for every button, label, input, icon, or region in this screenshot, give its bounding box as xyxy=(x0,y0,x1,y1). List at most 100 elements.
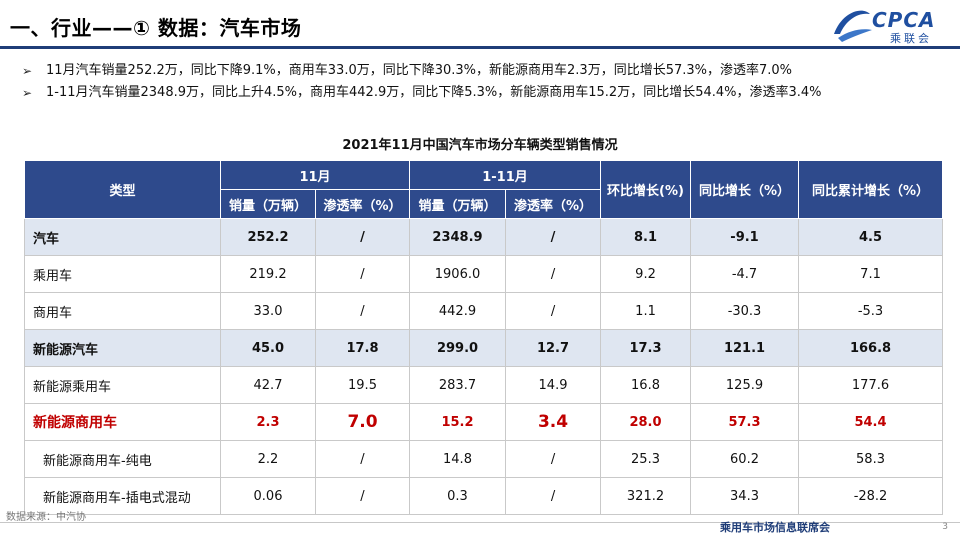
data-source-note: 数据来源：中汽协 xyxy=(6,512,86,523)
header-ytd-penetration: 渗透率（%） xyxy=(504,189,602,219)
cell-nov-sales: 33.0 xyxy=(220,292,316,330)
cell-mom: 8.1 xyxy=(600,218,692,256)
cell-yoy-cum: 166.8 xyxy=(798,329,944,367)
sales-table: 类型 11月 1-11月 环比增长(%) 同比增长（%） 同比累计增长（%） 销… xyxy=(24,160,944,515)
cell-ytd-penetration: / xyxy=(504,440,602,478)
header-mom: 环比增长(%) xyxy=(600,160,692,219)
cell-mom: 9.2 xyxy=(600,255,692,293)
cell-ytd-penetration: / xyxy=(504,255,602,293)
cell-ytd-penetration: / xyxy=(504,292,602,330)
cell-nov-penetration: / xyxy=(315,440,410,478)
header-ytd-sales: 销量（万辆） xyxy=(409,189,506,219)
row-type: 新能源商用车-插电式混动 xyxy=(24,477,221,515)
cell-ytd-sales: 1906.0 xyxy=(409,255,506,293)
cell-yoy: -30.3 xyxy=(690,292,800,330)
logo-swoosh-icon xyxy=(834,10,872,42)
cell-nov-penetration: 7.0 xyxy=(315,403,410,441)
bullet-text: 1-11月汽车销量2348.9万，同比上升4.5%，商用车442.9万，同比下降… xyxy=(46,85,822,100)
page-title: 一、行业——① 数据：汽车市场 xyxy=(10,16,302,40)
header-group-nov: 11月 xyxy=(220,160,410,190)
cell-mom: 17.3 xyxy=(600,329,692,367)
header-yoy-cum: 同比累计增长（%） xyxy=(798,160,944,219)
row-type: 新能源乘用车 xyxy=(24,366,221,404)
cell-yoy: -9.1 xyxy=(690,218,800,256)
row-type: 乘用车 xyxy=(24,255,221,293)
table-row: 汽车 252.2 / 2348.9 / 8.1 -9.1 4.5 xyxy=(24,218,944,256)
cell-ytd-sales: 14.8 xyxy=(409,440,506,478)
header-nov-sales: 销量（万辆） xyxy=(220,189,316,219)
summary-bullets: ➢ 11月汽车销量252.2万，同比下降9.1%，商用车33.0万，同比下降30… xyxy=(22,60,942,104)
table-title: 2021年11月中国汽车市场分车辆类型销售情况 xyxy=(342,138,618,153)
cell-mom: 321.2 xyxy=(600,477,692,515)
cell-yoy: -4.7 xyxy=(690,255,800,293)
cell-mom: 1.1 xyxy=(600,292,692,330)
header-nov-penetration: 渗透率（%） xyxy=(315,189,410,219)
cell-yoy-cum: 58.3 xyxy=(798,440,944,478)
cell-nov-penetration: 19.5 xyxy=(315,366,410,404)
cell-yoy: 121.1 xyxy=(690,329,800,367)
table-row: 乘用车 219.2 / 1906.0 / 9.2 -4.7 7.1 xyxy=(24,255,944,293)
cell-nov-penetration: / xyxy=(315,218,410,256)
cell-ytd-sales: 299.0 xyxy=(409,329,506,367)
header-yoy: 同比增长（%） xyxy=(690,160,800,219)
table-row: 新能源乘用车 42.7 19.5 283.7 14.9 16.8 125.9 1… xyxy=(24,366,944,404)
cell-ytd-penetration: / xyxy=(504,218,602,256)
header-group-ytd: 1-11月 xyxy=(408,160,602,190)
cell-ytd-penetration: / xyxy=(504,477,602,515)
arrow-bullet-icon: ➢ xyxy=(22,86,33,100)
footer-organization: 乘用车市场信息联席会 xyxy=(720,521,830,534)
cell-nov-sales: 219.2 xyxy=(220,255,316,293)
bullet-item: ➢ 11月汽车销量252.2万，同比下降9.1%，商用车33.0万，同比下降30… xyxy=(22,60,942,82)
cell-yoy-cum: -28.2 xyxy=(798,477,944,515)
footer-divider xyxy=(0,522,960,523)
cell-nov-sales: 252.2 xyxy=(220,218,316,256)
table-row: 新能源商用车-插电式混动 0.06 / 0.3 / 321.2 34.3 -28… xyxy=(24,477,944,515)
cell-nov-sales: 0.06 xyxy=(220,477,316,515)
cell-nov-sales: 42.7 xyxy=(220,366,316,404)
cell-yoy: 57.3 xyxy=(690,403,800,441)
logo-chinese-name: 乘联会 xyxy=(890,32,932,45)
cell-yoy: 34.3 xyxy=(690,477,800,515)
cell-yoy-cum: 7.1 xyxy=(798,255,944,293)
cell-ytd-penetration: 3.4 xyxy=(504,403,602,441)
cell-mom: 25.3 xyxy=(600,440,692,478)
cell-nov-penetration: 17.8 xyxy=(315,329,410,367)
cell-ytd-penetration: 12.7 xyxy=(504,329,602,367)
table-row: 新能源商用车 2.3 7.0 15.2 3.4 28.0 57.3 54.4 xyxy=(24,403,944,441)
arrow-bullet-icon: ➢ xyxy=(22,64,33,78)
cell-ytd-sales: 442.9 xyxy=(409,292,506,330)
cpca-logo: CPCA 乘联会 xyxy=(828,4,948,46)
row-type: 汽车 xyxy=(24,218,221,256)
table-row: 商用车 33.0 / 442.9 / 1.1 -30.3 -5.3 xyxy=(24,292,944,330)
cell-yoy-cum: 177.6 xyxy=(798,366,944,404)
cell-mom: 28.0 xyxy=(600,403,692,441)
cell-nov-sales: 2.3 xyxy=(220,403,316,441)
bullet-item: ➢ 1-11月汽车销量2348.9万，同比上升4.5%，商用车442.9万，同比… xyxy=(22,82,942,104)
page-number: 3 xyxy=(942,522,948,532)
bullet-text: 11月汽车销量252.2万，同比下降9.1%，商用车33.0万，同比下降30.3… xyxy=(46,63,793,78)
header-type: 类型 xyxy=(24,160,221,219)
cell-yoy-cum: -5.3 xyxy=(798,292,944,330)
cell-nov-sales: 2.2 xyxy=(220,440,316,478)
cell-ytd-penetration: 14.9 xyxy=(504,366,602,404)
table-row: 新能源商用车-纯电 2.2 / 14.8 / 25.3 60.2 58.3 xyxy=(24,440,944,478)
row-type: 新能源商用车-纯电 xyxy=(24,440,221,478)
row-type: 新能源汽车 xyxy=(24,329,221,367)
cell-mom: 16.8 xyxy=(600,366,692,404)
title-divider xyxy=(0,46,960,49)
cell-nov-penetration: / xyxy=(315,255,410,293)
cell-yoy-cum: 54.4 xyxy=(798,403,944,441)
cell-nov-penetration: / xyxy=(315,292,410,330)
table-row: 新能源汽车 45.0 17.8 299.0 12.7 17.3 121.1 16… xyxy=(24,329,944,367)
cell-yoy-cum: 4.5 xyxy=(798,218,944,256)
cell-ytd-sales: 0.3 xyxy=(409,477,506,515)
cell-yoy: 125.9 xyxy=(690,366,800,404)
cell-ytd-sales: 283.7 xyxy=(409,366,506,404)
row-type: 新能源商用车 xyxy=(24,403,221,441)
cell-ytd-sales: 2348.9 xyxy=(409,218,506,256)
cell-ytd-sales: 15.2 xyxy=(409,403,506,441)
cell-yoy: 60.2 xyxy=(690,440,800,478)
cell-nov-penetration: / xyxy=(315,477,410,515)
cell-nov-sales: 45.0 xyxy=(220,329,316,367)
logo-wordmark: CPCA xyxy=(872,8,936,32)
